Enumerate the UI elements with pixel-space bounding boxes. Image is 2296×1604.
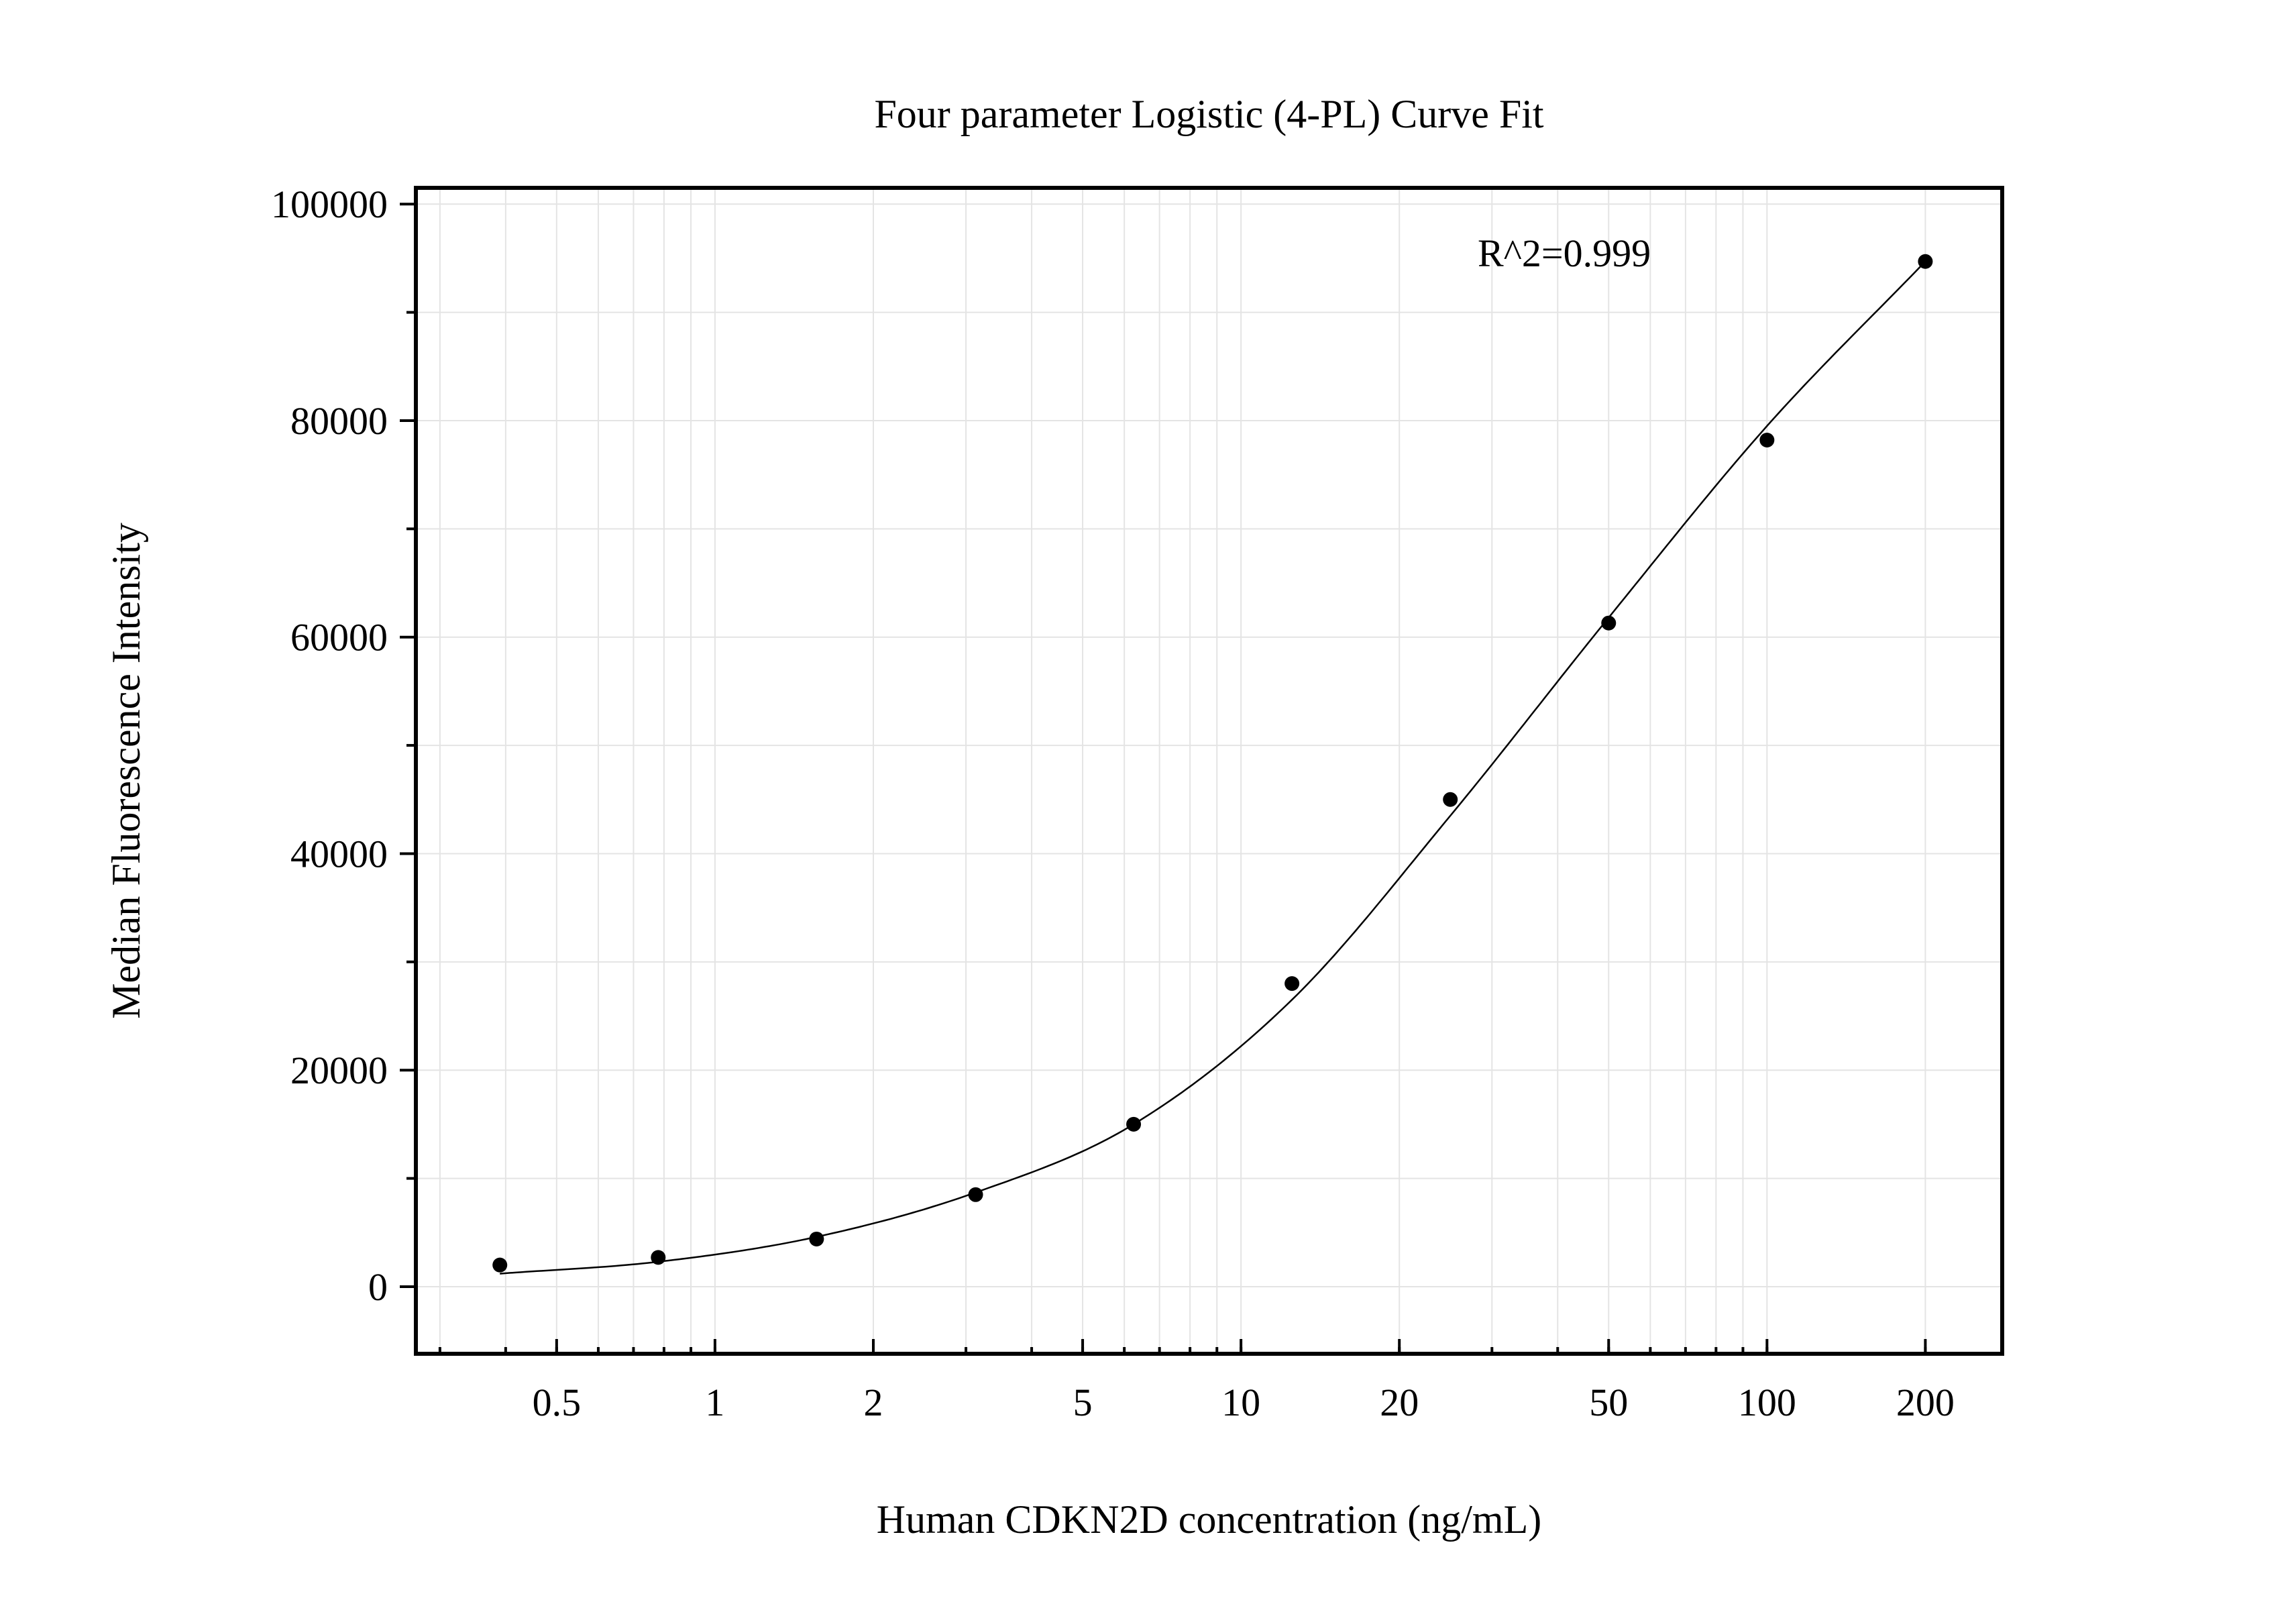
grid	[416, 188, 2002, 1354]
data-point	[1443, 792, 1458, 807]
x-tick-label: 1	[705, 1381, 724, 1424]
y-tick-label: 40000	[290, 832, 388, 875]
data-point	[1759, 433, 1775, 448]
data-point	[968, 1187, 983, 1202]
data-point	[492, 1257, 508, 1273]
y-tick-label: 100000	[271, 182, 388, 226]
y-tick-label: 0	[368, 1265, 388, 1309]
y-tick-label: 20000	[290, 1049, 388, 1092]
x-tick-label: 0.5	[533, 1381, 582, 1424]
x-tick-label: 20	[1380, 1381, 1419, 1424]
data-point	[809, 1231, 824, 1246]
x-tick-label: 100	[1738, 1381, 1796, 1424]
chart-title: Four parameter Logistic (4-PL) Curve Fit	[874, 92, 1543, 136]
plot-frame	[414, 186, 2004, 1356]
data-point	[1284, 976, 1300, 992]
fit-curve-layer	[500, 260, 1926, 1275]
x-tick-label: 5	[1073, 1381, 1093, 1424]
axis-tick-labels: 0.5 1 2 5 10 20 50 100 200 0 20000 40000 60000 80000 1…	[271, 182, 1955, 1424]
data-point	[1601, 615, 1617, 631]
x-axis-label: Human CDKN2D concentration (ng/mL)	[877, 1497, 1541, 1542]
x-tick-label: 50	[1589, 1381, 1628, 1424]
data-points-layer	[492, 254, 1933, 1273]
r-squared-annotation: R^2=0.999	[1478, 231, 1651, 275]
data-point	[1918, 254, 1933, 269]
axis-ticks	[400, 203, 1927, 1354]
y-axis-label: Median Fluorescence Intensity	[104, 523, 148, 1019]
y-tick-label: 80000	[290, 399, 388, 443]
fit-curve	[500, 260, 1926, 1275]
y-tick-label: 60000	[290, 616, 388, 659]
x-tick-label: 10	[1221, 1381, 1260, 1424]
data-point	[651, 1250, 666, 1265]
data-point	[1126, 1116, 1142, 1132]
x-tick-label: 200	[1896, 1381, 1955, 1424]
x-tick-label: 2	[863, 1381, 883, 1424]
